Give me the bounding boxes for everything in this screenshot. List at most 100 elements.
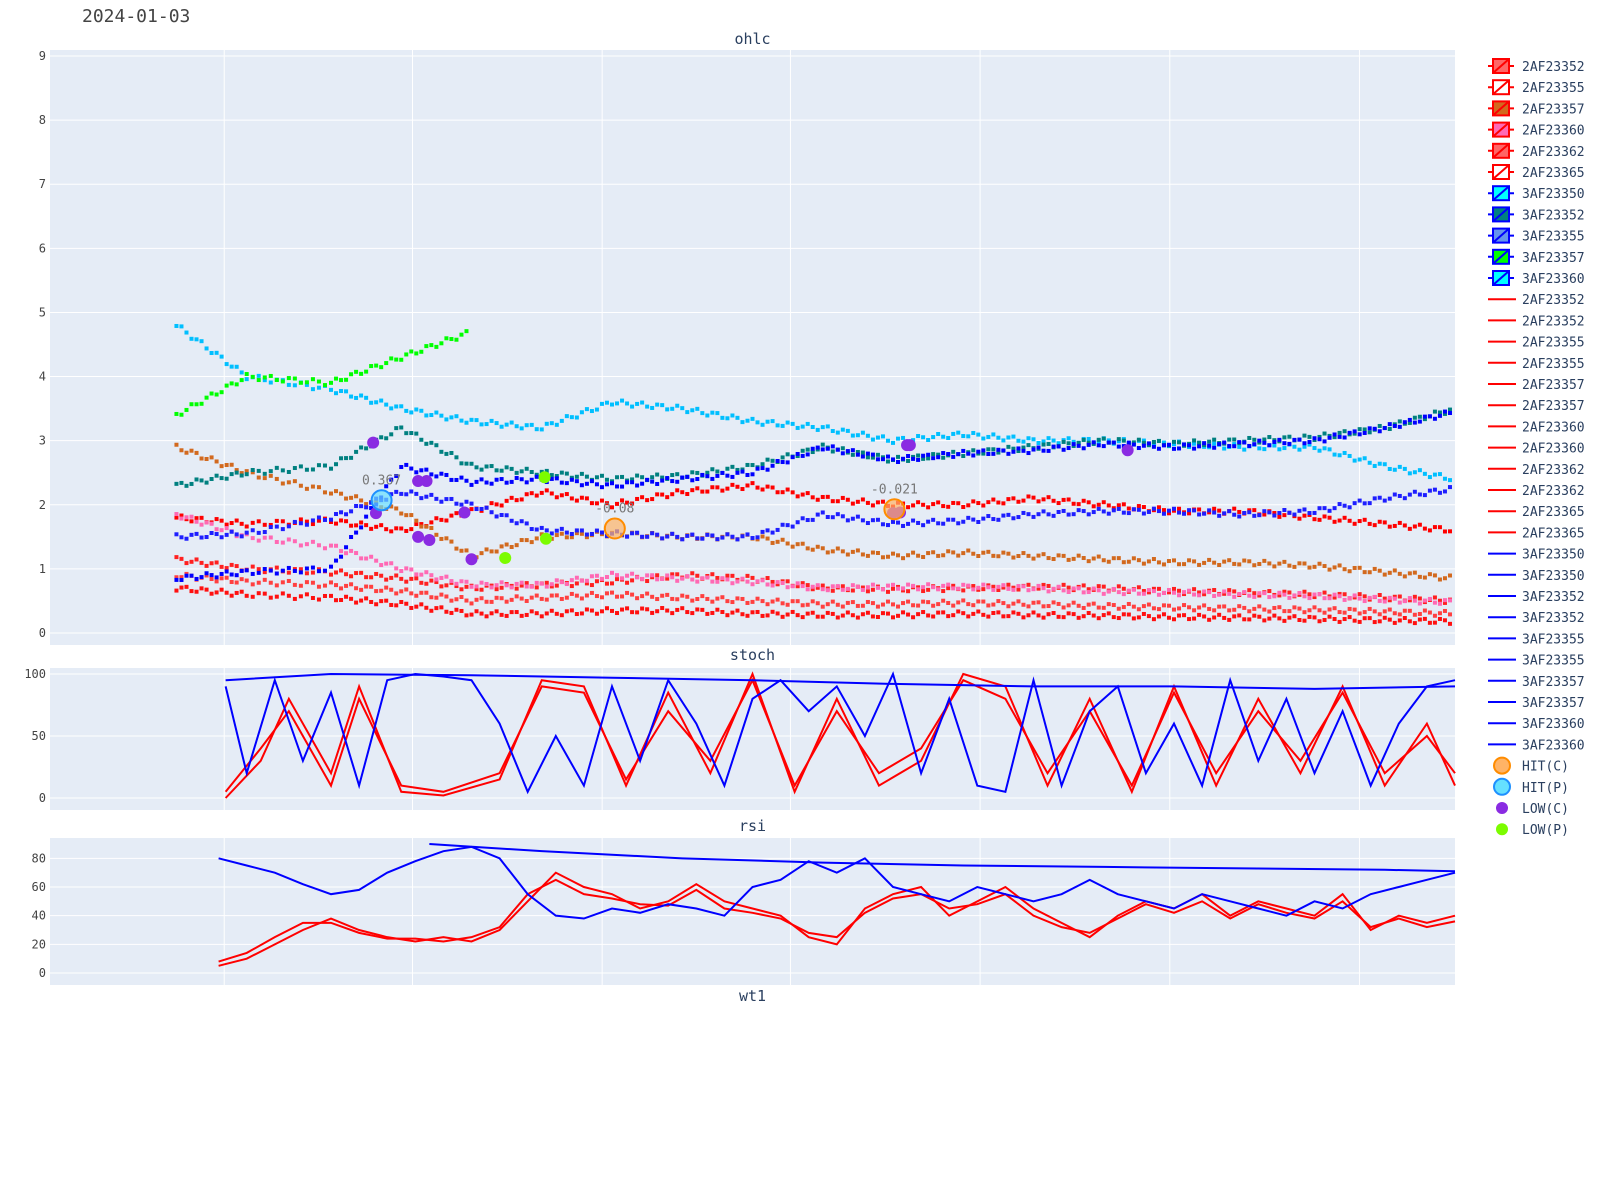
ohlc-bar bbox=[229, 521, 234, 526]
ohlc-bar bbox=[1227, 608, 1232, 613]
ohlc-bar bbox=[444, 518, 449, 523]
ohlc-bar bbox=[584, 607, 589, 612]
ohlc-bar bbox=[559, 418, 564, 423]
ohlc-bar bbox=[971, 517, 976, 522]
ohlc-bar bbox=[961, 598, 966, 603]
ohlc-bar bbox=[419, 524, 424, 529]
ohlc-bar bbox=[996, 517, 1001, 522]
y-tick-label: 50 bbox=[32, 729, 46, 743]
ohlc-bar bbox=[745, 579, 750, 584]
ohlc-bar bbox=[1417, 601, 1422, 606]
ohlc-bar bbox=[780, 455, 785, 460]
ohlc-bar bbox=[1422, 598, 1427, 603]
ohlc-bar bbox=[268, 535, 273, 540]
ohlc-bar bbox=[655, 577, 660, 582]
ohlc-bar bbox=[1252, 594, 1257, 599]
ohlc-bar bbox=[1377, 423, 1382, 428]
ohlc-bar bbox=[534, 536, 539, 541]
ohlc-bar bbox=[280, 519, 285, 524]
ohlc-bar bbox=[991, 553, 996, 558]
ohlc-bar bbox=[946, 614, 951, 619]
ohlc-bar bbox=[579, 578, 584, 583]
ohlc-bar bbox=[885, 523, 890, 528]
low-p-marker bbox=[499, 551, 512, 564]
ohlc-bar bbox=[1372, 609, 1377, 614]
ohlc-bar bbox=[1427, 528, 1432, 533]
ohlc-bar bbox=[750, 536, 755, 541]
ohlc-bar bbox=[1177, 562, 1182, 567]
ohlc-bar bbox=[1407, 526, 1412, 531]
ohlc-bar bbox=[885, 599, 890, 604]
ohlc-bar bbox=[449, 477, 454, 482]
ohlc-bar bbox=[1021, 602, 1026, 607]
ohlc-bar bbox=[1362, 570, 1367, 575]
ohlc-bar bbox=[1327, 567, 1332, 572]
ohlc-bar bbox=[509, 479, 514, 484]
ohlc-bar bbox=[670, 531, 675, 536]
ohlc-bar bbox=[1447, 407, 1452, 412]
ohlc-bar bbox=[549, 476, 554, 481]
ohlc-bar bbox=[1277, 590, 1282, 595]
ohlc-bar bbox=[339, 586, 344, 591]
ohlc-bar bbox=[850, 452, 855, 457]
ohlc-bar bbox=[966, 583, 971, 588]
ohlc-bar bbox=[214, 517, 219, 522]
ohlc-bar bbox=[414, 593, 419, 598]
ohlc-bar bbox=[1016, 599, 1021, 604]
ohlc-bar bbox=[1101, 509, 1106, 514]
ohlc-bar bbox=[1051, 557, 1056, 562]
ohlc-bar bbox=[1402, 608, 1407, 613]
ohlc-bar bbox=[1302, 610, 1307, 615]
ohlc-bar bbox=[179, 480, 184, 485]
ohlc-bar bbox=[1442, 618, 1447, 623]
ohlc-bar bbox=[690, 532, 695, 537]
ohlc-bar bbox=[730, 573, 735, 578]
ohlc-bar bbox=[434, 577, 439, 582]
ohlc-bar bbox=[604, 477, 609, 482]
ohlc-bar bbox=[434, 595, 439, 600]
ohlc-bar bbox=[820, 614, 825, 619]
ohlc-bar bbox=[544, 580, 549, 585]
ohlc-bar bbox=[715, 485, 720, 490]
ohlc-bar bbox=[1407, 619, 1412, 624]
ohlc-bar bbox=[310, 580, 315, 585]
ohlc-bar bbox=[579, 531, 584, 536]
ohlc-bar bbox=[1101, 500, 1106, 505]
ohlc-bar bbox=[1372, 566, 1377, 571]
ohlc-bar bbox=[449, 610, 454, 615]
ohlc-bar bbox=[1257, 513, 1262, 518]
ohlc-bar bbox=[499, 468, 504, 473]
ohlc-bar bbox=[1026, 604, 1031, 609]
ohlc-bar bbox=[1096, 443, 1101, 448]
ohlc-bar bbox=[901, 456, 906, 461]
ohlc-bar bbox=[224, 362, 229, 367]
ohlc-bar bbox=[310, 595, 315, 600]
ohlc-bar bbox=[384, 561, 389, 566]
ohlc-bar bbox=[1412, 570, 1417, 575]
hit-c-marker bbox=[603, 517, 626, 540]
ohlc-bar bbox=[1076, 508, 1081, 513]
ohlc-bar bbox=[750, 599, 755, 604]
ohlc-bar bbox=[554, 578, 559, 583]
ohlc-bar bbox=[931, 435, 936, 440]
ohlc-bar bbox=[755, 466, 760, 471]
ohlc-bar bbox=[424, 524, 429, 529]
ohlc-bar bbox=[1001, 513, 1006, 518]
ohlc-bar bbox=[549, 593, 554, 598]
ohlc-bar bbox=[429, 526, 434, 531]
ohlc-bar bbox=[1387, 466, 1392, 471]
ohlc-bar bbox=[544, 611, 549, 616]
legend-item: LOW(P) bbox=[1496, 823, 1569, 838]
ohlc-bar bbox=[926, 456, 931, 461]
ohlc-bar bbox=[409, 349, 414, 354]
ohlc-bar bbox=[961, 434, 966, 439]
ohlc-bar bbox=[1141, 505, 1146, 510]
ohlc-bar bbox=[765, 484, 770, 489]
ohlc-bar bbox=[514, 470, 519, 475]
ohlc-bar bbox=[1277, 514, 1282, 519]
ohlc-bar bbox=[499, 544, 504, 549]
ohlc-bar bbox=[519, 426, 524, 431]
ohlc-bar bbox=[1397, 493, 1402, 498]
ohlc-bar bbox=[1232, 444, 1237, 449]
ohlc-bar bbox=[745, 613, 750, 618]
